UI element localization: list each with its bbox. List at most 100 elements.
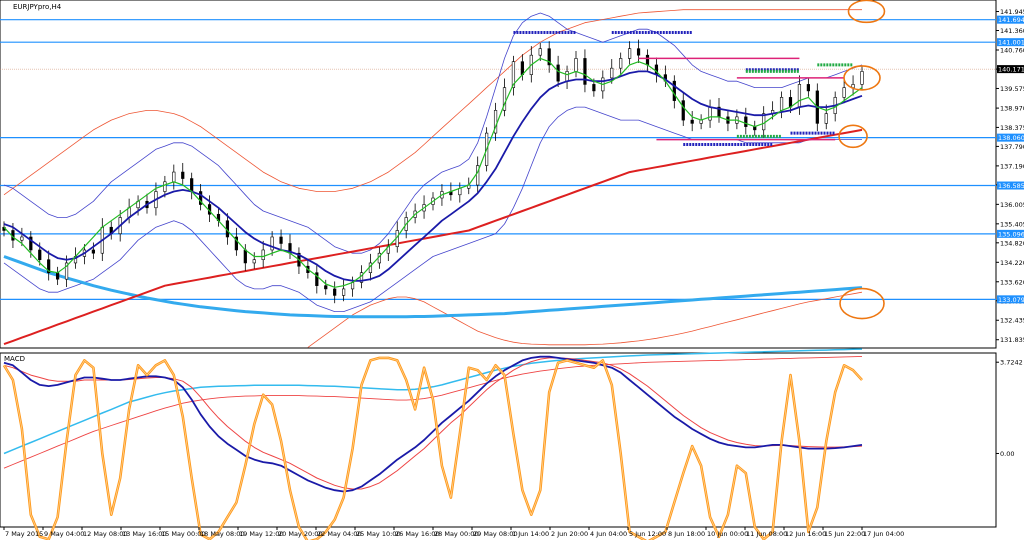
candle-body[interactable] bbox=[324, 285, 328, 290]
candle-body[interactable] bbox=[181, 171, 185, 179]
candle-body[interactable] bbox=[91, 249, 95, 254]
time-tick-label: 12 Jun 16:00 bbox=[785, 530, 826, 538]
macd-tick-label: 3.7242 bbox=[1000, 359, 1023, 367]
price-panel[interactable]: 141.945 141.360 140.760 140.171 139.575 138.9… bbox=[0, 0, 1024, 349]
candle-body[interactable] bbox=[234, 236, 238, 251]
candle-body[interactable] bbox=[261, 249, 265, 261]
candle-body[interactable] bbox=[592, 84, 596, 92]
candle-body[interactable] bbox=[243, 249, 247, 264]
candle-body[interactable] bbox=[476, 165, 480, 186]
candle-body[interactable] bbox=[502, 87, 507, 111]
candle-body[interactable] bbox=[619, 58, 623, 69]
fast-moving-average-line bbox=[3, 57, 863, 288]
candle-body[interactable] bbox=[163, 181, 167, 192]
candle-body[interactable] bbox=[511, 61, 516, 88]
candle-body[interactable] bbox=[547, 48, 551, 66]
candle-body[interactable] bbox=[842, 87, 846, 98]
highlight-ellipse[interactable] bbox=[838, 124, 868, 149]
time-tick-label: 1 Jun 14:00 bbox=[512, 530, 549, 538]
highlight-ellipse[interactable] bbox=[847, 0, 886, 24]
macd-tick-label: 0.00 bbox=[1000, 450, 1014, 458]
time-tick-label: 10 Jun 00:00 bbox=[707, 530, 748, 538]
candle-body[interactable] bbox=[681, 100, 685, 121]
level-price-label: 138.060 bbox=[998, 134, 1024, 142]
candle-body[interactable] bbox=[636, 48, 641, 56]
candle-body[interactable] bbox=[64, 262, 69, 280]
candle-body[interactable] bbox=[628, 48, 632, 59]
candle-body[interactable] bbox=[860, 71, 864, 85]
candle-body[interactable] bbox=[350, 282, 355, 290]
time-tick-label: 22 May 04:00 bbox=[317, 530, 362, 538]
price-tick-label: 131.835 bbox=[1000, 336, 1024, 344]
candle-body[interactable] bbox=[797, 84, 802, 108]
candle-body[interactable] bbox=[279, 236, 283, 244]
candle-body[interactable] bbox=[190, 178, 194, 192]
level-price-tag bbox=[997, 229, 1024, 238]
time-tick-label: 11 Jun 08:00 bbox=[746, 530, 787, 538]
level-price-tag bbox=[997, 15, 1024, 24]
candle-body[interactable] bbox=[824, 113, 828, 124]
level-price-tag bbox=[997, 38, 1024, 47]
candle-body[interactable] bbox=[583, 58, 587, 85]
macd-signal-line bbox=[3, 357, 863, 490]
price-tick-label: 132.435 bbox=[1000, 317, 1024, 325]
candle-body[interactable] bbox=[779, 97, 784, 111]
level-price-label: 135.096 bbox=[998, 230, 1024, 238]
candle-body[interactable] bbox=[645, 54, 650, 66]
highlight-ellipse[interactable] bbox=[839, 287, 885, 320]
candle-body[interactable] bbox=[610, 67, 614, 79]
price-tick-label: 134.820 bbox=[1000, 239, 1024, 247]
candle-body[interactable] bbox=[493, 110, 498, 134]
time-tick-label: 28 May 00:00 bbox=[434, 530, 479, 538]
candle-body[interactable] bbox=[690, 119, 694, 124]
price-tick-label: 141.945 bbox=[1000, 8, 1024, 16]
highlight-ellipse[interactable] bbox=[843, 65, 881, 91]
candle-body[interactable] bbox=[556, 64, 560, 82]
envelope-lower-line bbox=[307, 291, 863, 348]
candle-body[interactable] bbox=[199, 191, 203, 205]
level-price-label: 141.001 bbox=[998, 39, 1024, 47]
time-tick-label: 15 May 00:00 bbox=[161, 530, 206, 538]
bollinger-upper-line bbox=[3, 12, 863, 254]
macd-panel-frame bbox=[0, 352, 997, 528]
candle-body[interactable] bbox=[806, 84, 810, 92]
candle-body[interactable] bbox=[333, 288, 337, 296]
candle-body[interactable] bbox=[38, 249, 42, 261]
candle-body[interactable] bbox=[20, 236, 24, 241]
candle-body[interactable] bbox=[538, 48, 542, 56]
price-tick-label: 138.375 bbox=[1000, 124, 1024, 132]
candle-body[interactable] bbox=[744, 116, 748, 127]
time-tick-label: 15 Jun 22:00 bbox=[824, 530, 865, 538]
candle-body[interactable] bbox=[788, 97, 793, 108]
candle-body[interactable] bbox=[342, 288, 346, 296]
candle-body[interactable] bbox=[315, 272, 319, 286]
candle-body[interactable] bbox=[47, 259, 51, 273]
macd-slow-cyan-line bbox=[3, 348, 863, 455]
time-tick-label: 18 May 08:00 bbox=[200, 530, 245, 538]
level-price-tag bbox=[997, 133, 1024, 142]
candle-body[interactable] bbox=[252, 259, 256, 264]
candle-body[interactable] bbox=[708, 106, 712, 121]
mid-moving-average-line bbox=[3, 70, 863, 282]
candle-body[interactable] bbox=[574, 58, 578, 72]
envelope-upper-line bbox=[3, 9, 862, 196]
candle-body[interactable] bbox=[56, 272, 60, 280]
price-panel-frame bbox=[0, 0, 997, 349]
time-tick-label: 12 May 08:00 bbox=[83, 530, 128, 538]
long-moving-average-line bbox=[3, 255, 863, 319]
candle-body[interactable] bbox=[29, 236, 33, 251]
candle-body[interactable] bbox=[565, 71, 569, 82]
time-tick-label: 19 May 12:00 bbox=[239, 530, 284, 538]
level-price-tag bbox=[997, 295, 1024, 304]
level-price-label: 141.694 bbox=[998, 16, 1024, 24]
candle-body[interactable] bbox=[270, 236, 274, 251]
time-tick-label: 26 May 16:00 bbox=[395, 530, 440, 538]
candle-body[interactable] bbox=[520, 61, 524, 75]
candle-body[interactable] bbox=[672, 80, 676, 101]
price-tick-label: 141.360 bbox=[1000, 27, 1024, 35]
candle-body[interactable] bbox=[172, 171, 176, 183]
time-tick-label: 17 Jun 04:00 bbox=[863, 530, 904, 538]
